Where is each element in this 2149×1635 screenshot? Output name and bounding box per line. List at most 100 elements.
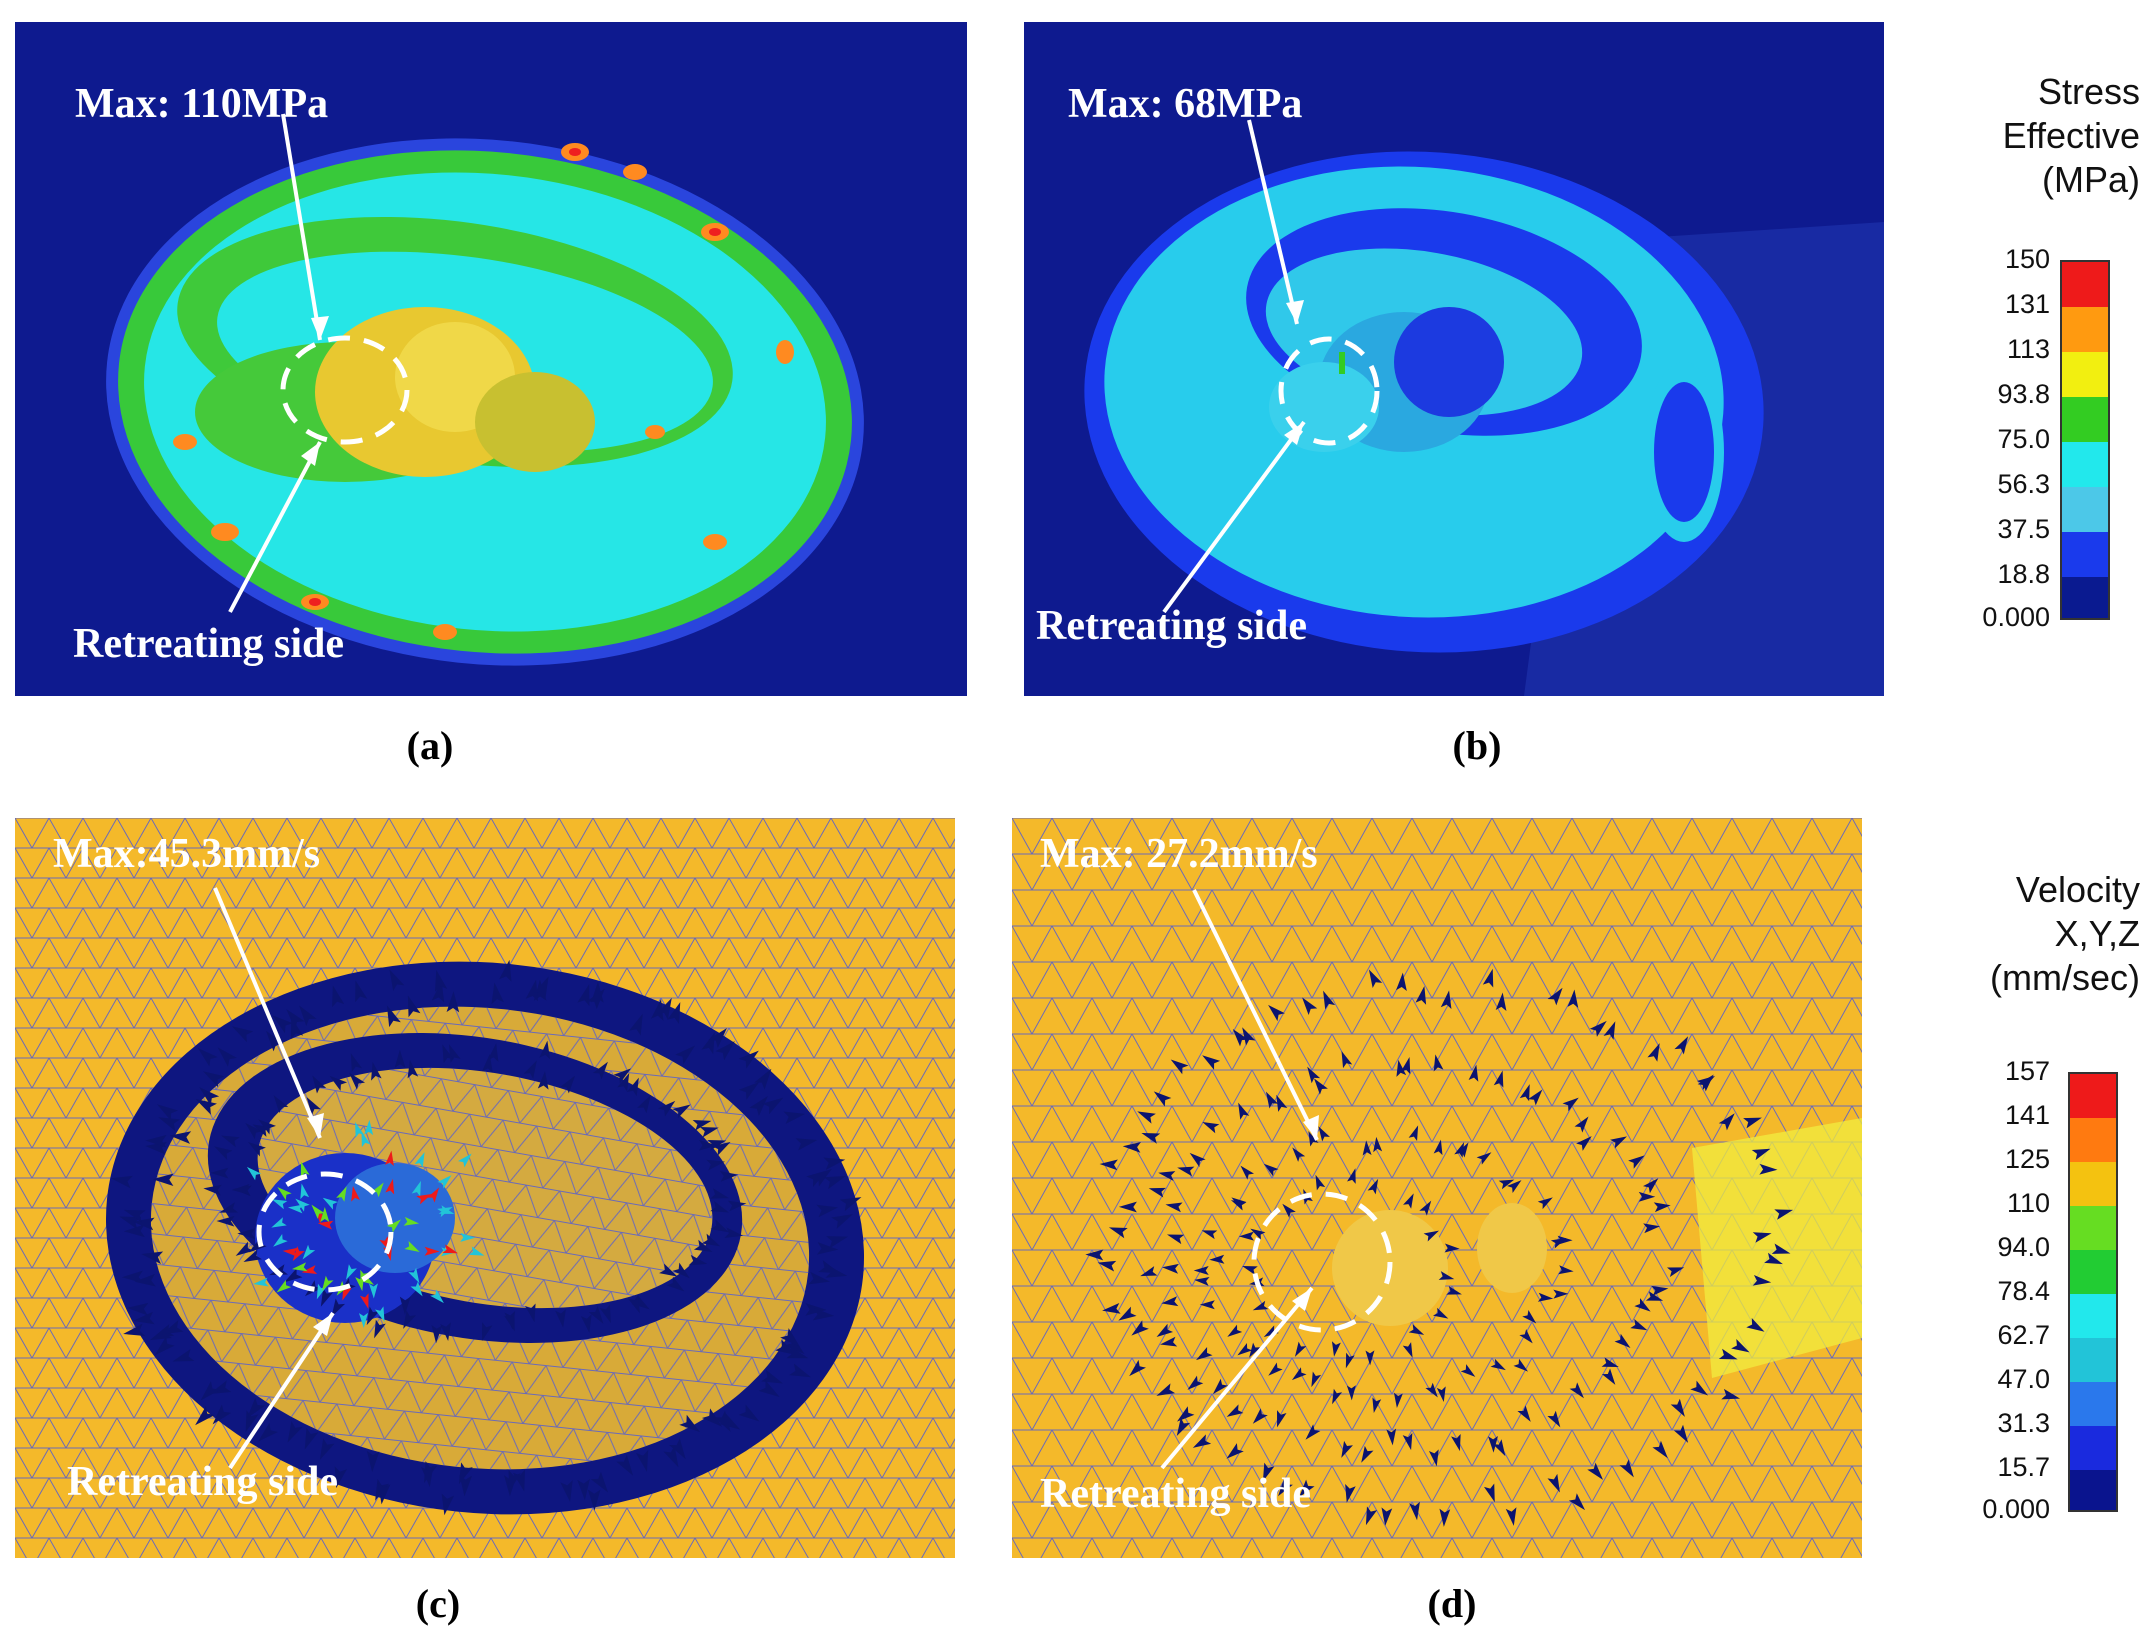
velocity-legend-tick: 125 [2004, 1144, 2050, 1174]
velocity-arrow-glyph [1553, 1289, 1569, 1299]
velocity-arrow-glyph [1308, 1130, 1319, 1147]
velocity-arrow-glyph [1558, 1265, 1574, 1275]
velocity-arrow-glyph [216, 1215, 235, 1227]
velocity-arrow-glyph [1547, 987, 1563, 1006]
velocity-arrow-glyph [1697, 1074, 1714, 1092]
velocity-arrow-glyph [119, 1216, 142, 1230]
velocity-arrow-glyph [688, 1254, 708, 1266]
velocity-arrow-glyph [1587, 1462, 1604, 1480]
velocity-arrow-glyph [322, 1197, 338, 1210]
velocity-arrow-glyph [158, 1117, 181, 1132]
velocity-arrow-glyph [202, 1071, 225, 1088]
velocity-arrow-glyph [1634, 1298, 1651, 1312]
velocity-legend-tick: 78.4 [1997, 1276, 2050, 1306]
velocity-arrow-glyph [1102, 1302, 1121, 1314]
velocity-arrow-glyph [659, 1263, 678, 1277]
velocity-arrow-glyph [212, 1404, 232, 1425]
velocity-arrow-glyph [1368, 969, 1383, 988]
velocity-arrow-glyph [1129, 1359, 1146, 1377]
velocity-arrow-glyph [243, 1249, 263, 1263]
velocity-arrow-glyph [1743, 1117, 1762, 1129]
panel-c-retreating-side-label: Retreating side [67, 1459, 339, 1505]
velocity-legend-tick: 141 [2004, 1100, 2050, 1130]
velocity-arrow-glyph [272, 1015, 293, 1034]
velocity-arrow-glyph [1537, 1197, 1553, 1210]
velocity-arrow-glyph [508, 1469, 521, 1492]
velocity-arrow-glyph [1305, 1424, 1321, 1440]
velocity-arrow-glyph [719, 1413, 741, 1430]
velocity-arrow-glyph [1433, 1054, 1444, 1072]
velocity-arrow-glyph [235, 1241, 254, 1256]
velocity-arrow-glyph [1752, 1232, 1772, 1243]
velocity-arrow-glyph [1323, 990, 1336, 1010]
velocity-arrow-glyph [539, 1040, 551, 1060]
panel-a-max-label: Max: 110MPa [75, 81, 329, 127]
velocity-arrow-glyph [386, 1219, 401, 1233]
velocity-arrow-glyph [1263, 1325, 1279, 1338]
velocity-arrow-glyph [1153, 1091, 1172, 1107]
velocity-arrow-glyph [311, 1204, 325, 1219]
velocity-arrow-glyph [1403, 1193, 1414, 1209]
velocity-arrow-glyph [1331, 1341, 1341, 1357]
velocity-arrow-glyph [1468, 1064, 1479, 1082]
panel-b-caption: (b) [1452, 723, 1502, 768]
velocity-legend-swatch [2070, 1338, 2116, 1382]
velocity-arrow-glyph [287, 1421, 303, 1443]
velocity-arrow-glyph [1396, 972, 1407, 992]
velocity-arrow-glyph [1137, 1111, 1156, 1124]
velocity-arrow-glyph [1156, 1383, 1176, 1396]
velocity-arrow-glyph [300, 1161, 310, 1178]
stress-legend-swatch [2062, 532, 2108, 577]
velocity-arrow-glyph [424, 1246, 440, 1256]
velocity-arrow-glyph [1638, 1191, 1656, 1202]
velocity-arrow-glyph [1674, 1036, 1689, 1055]
velocity-arrow-glyph [701, 1408, 723, 1427]
velocity-arrow-glyph [1238, 1102, 1250, 1120]
velocity-arrow-glyph [1619, 1459, 1634, 1478]
panel-c-velocity-plot: Max:45.3mm/s Retreating side [15, 818, 955, 1558]
velocity-arrow-glyph [1460, 1364, 1476, 1377]
velocity-arrow-glyph [1576, 1136, 1592, 1151]
velocity-legend-swatch [2070, 1294, 2116, 1338]
velocity-arrow-glyph [404, 1240, 420, 1252]
velocity-arrow-glyph [1263, 1163, 1279, 1177]
velocity-arrow-glyph [141, 1251, 164, 1264]
velocity-arrow-glyph [710, 1201, 729, 1213]
velocity-arrow-glyph [1436, 1386, 1446, 1402]
velocity-arrow-glyph [1209, 1254, 1225, 1264]
panel-a-retreating-side-label: Retreating side [73, 621, 345, 667]
velocity-arrow-glyph [525, 1303, 536, 1323]
velocity-arrow-glyph [758, 1380, 780, 1398]
velocity-arrow-glyph [839, 1197, 862, 1212]
velocity-arrow-glyph [1408, 1125, 1419, 1141]
velocity-arrow-glyph [712, 1141, 731, 1156]
velocity-arrow-glyph [599, 1304, 611, 1324]
velocity-arrow-glyph [1517, 1405, 1531, 1422]
panel-a-stress-plot: Max: 110MPa Retreating side [15, 22, 967, 696]
velocity-arrow-glyph [1601, 1368, 1616, 1385]
velocity-arrow-glyph [247, 1141, 266, 1157]
velocity-arrow-glyph [219, 1202, 239, 1213]
velocity-arrow-glyph [1402, 1342, 1413, 1358]
velocity-arrow-glyph [1199, 1300, 1215, 1310]
velocity-arrow-glyph [1574, 1116, 1589, 1133]
velocity-legend: Velocity X,Y,Z (mm/sec) 157 141 125 110 … [1940, 868, 2140, 1528]
velocity-arrow-glyph [351, 1186, 361, 1202]
velocity-arrow-glyph [271, 1217, 287, 1228]
velocity-arrow-glyph [1433, 1139, 1443, 1156]
velocity-arrow-glyph [123, 1209, 146, 1223]
velocity-arrow-glyph [156, 1104, 179, 1122]
velocity-arrow-glyph [430, 1289, 444, 1304]
velocity-arrow-glyph [336, 1186, 347, 1202]
velocity-arrow-glyph [1386, 1428, 1397, 1446]
velocity-arrow-glyph [1372, 1397, 1382, 1413]
velocity-arrow-glyph [446, 991, 460, 1013]
velocity-arrow-glyph [1177, 1166, 1195, 1177]
velocity-arrow-glyph [1396, 1059, 1407, 1077]
velocity-arrow-glyph [666, 1276, 685, 1292]
velocity-arrow-glyph [1268, 1362, 1283, 1376]
velocity-arrow-glyph [487, 1043, 499, 1062]
velocity-arrow-glyph [1362, 1140, 1372, 1156]
stress-legend-tick: 150 [2004, 244, 2050, 274]
velocity-arrow-glyph [1201, 1230, 1218, 1240]
